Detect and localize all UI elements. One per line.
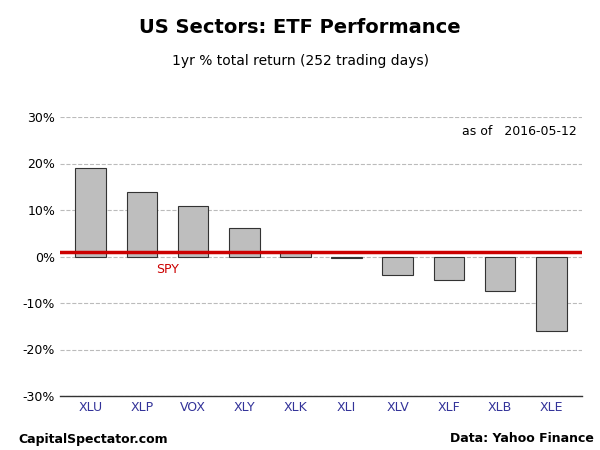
Text: SPY: SPY bbox=[156, 263, 179, 276]
Bar bbox=[485, 256, 515, 292]
Bar bbox=[382, 256, 413, 275]
Text: as of   2016-05-12: as of 2016-05-12 bbox=[462, 126, 577, 138]
Text: CapitalSpectator.com: CapitalSpectator.com bbox=[18, 432, 167, 446]
Bar bbox=[76, 168, 106, 256]
Bar bbox=[536, 256, 566, 331]
Bar bbox=[280, 251, 311, 256]
Bar bbox=[229, 228, 260, 256]
Bar bbox=[434, 256, 464, 280]
Text: Data: Yahoo Finance: Data: Yahoo Finance bbox=[450, 432, 594, 446]
Text: US Sectors: ETF Performance: US Sectors: ETF Performance bbox=[139, 18, 461, 37]
Bar bbox=[331, 256, 362, 258]
Bar bbox=[127, 192, 157, 256]
Bar bbox=[178, 206, 208, 256]
Text: 1yr % total return (252 trading days): 1yr % total return (252 trading days) bbox=[172, 54, 428, 68]
